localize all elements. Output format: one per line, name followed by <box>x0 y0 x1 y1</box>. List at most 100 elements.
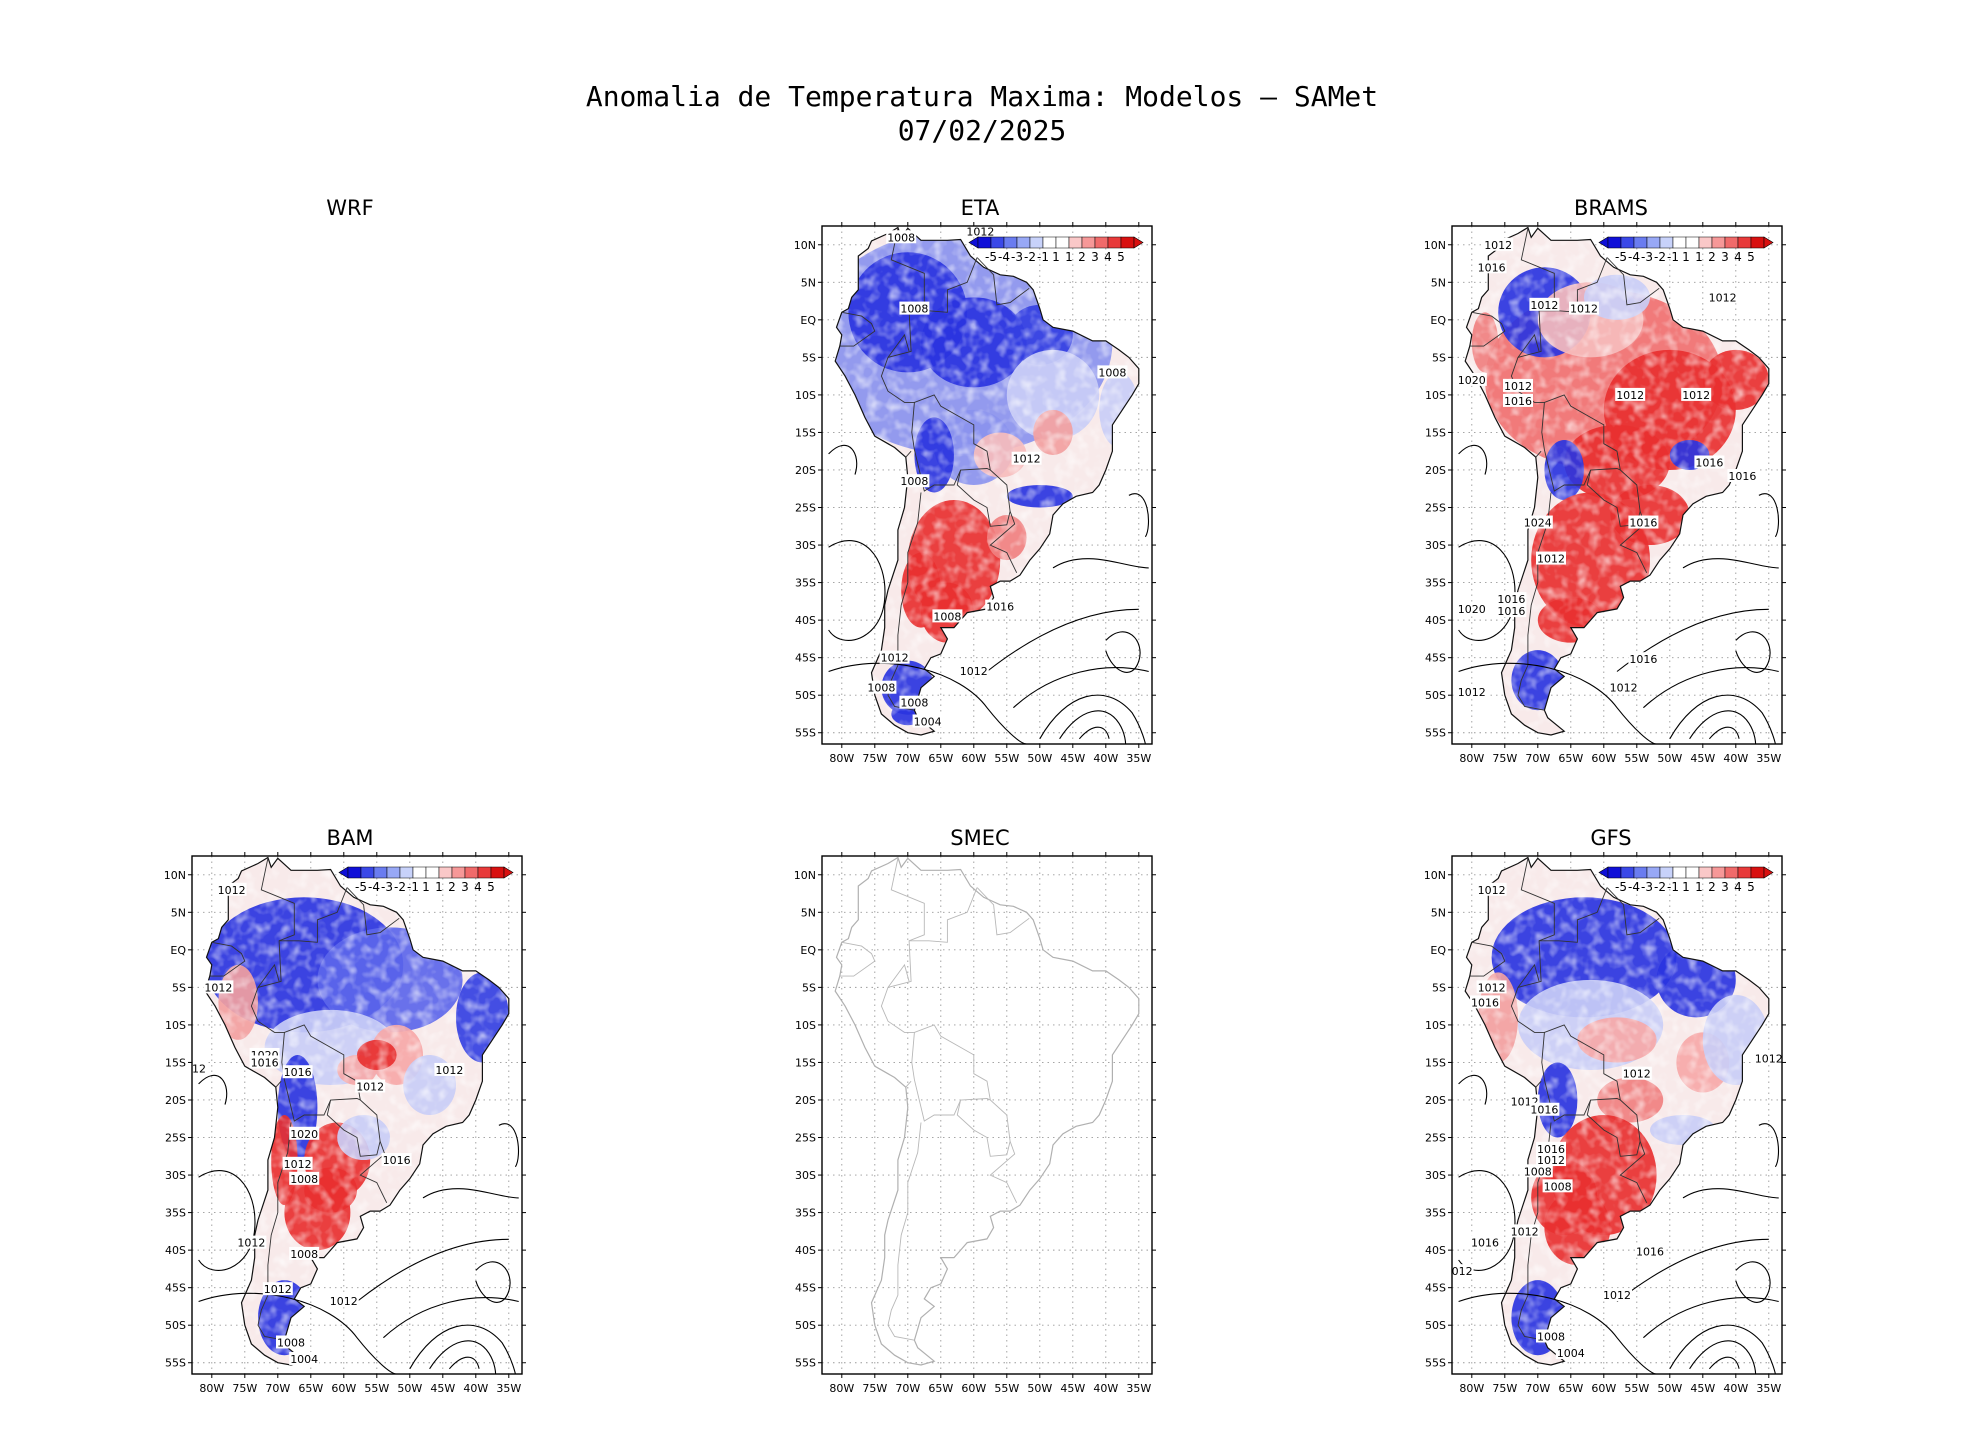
lat-label: 45S <box>1425 1282 1446 1295</box>
colorbar-label: -5 <box>1615 250 1627 264</box>
lon-label: 55W <box>364 1382 389 1395</box>
isobar-line <box>1689 1340 1757 1374</box>
isobar-line <box>1458 662 1657 744</box>
colorbar-segment <box>477 866 492 879</box>
colorbar-label: 5 <box>1117 250 1125 264</box>
isobar-label: 1012 <box>1603 1289 1631 1302</box>
lon-label: 45W <box>430 1382 455 1395</box>
lat-label: 5S <box>172 981 186 994</box>
isobar-label-bg <box>328 1294 359 1308</box>
lat-label: 40S <box>795 614 816 627</box>
colorbar-label: 4 <box>474 880 482 894</box>
isobar-label-bg <box>203 980 234 994</box>
isobar-line <box>475 1261 511 1303</box>
isobar-label-bg <box>1503 378 1533 392</box>
lat-label: 30S <box>1425 539 1446 552</box>
isobar-line <box>1735 631 1771 673</box>
lat-label: 35S <box>1425 577 1446 590</box>
lon-label: 35W <box>1756 1382 1781 1395</box>
isobar-label-bg <box>1536 1153 1566 1167</box>
lat-label: 10S <box>165 1019 186 1032</box>
colorbar-segment <box>1607 236 1622 249</box>
colorbar-label: -2 <box>1654 250 1666 264</box>
colorbar-label: 5 <box>1747 880 1755 894</box>
border-line <box>346 887 400 936</box>
isobar-label: 1008 <box>887 231 915 244</box>
isobar-label-bg <box>1503 393 1533 407</box>
isobar-lines <box>828 444 1150 744</box>
colorbar-segment <box>425 866 440 879</box>
isobar-label: 1012 <box>284 1158 312 1171</box>
isobar-label-bg <box>1628 652 1659 666</box>
colorbar-label: 3 <box>1721 880 1729 894</box>
isobar-label-bg <box>1496 592 1527 606</box>
lat-label: 40S <box>1425 614 1446 627</box>
isobar-label: 1012 <box>435 1064 463 1077</box>
isobar-label-bg <box>1569 301 1599 315</box>
colorbar-segment <box>990 236 1005 249</box>
lon-label: 80W <box>199 1382 224 1395</box>
border-line <box>1470 311 1506 347</box>
lat-label: 30S <box>165 1169 186 1182</box>
isobar-label: 1024 <box>1524 517 1552 530</box>
colorbar-segment <box>1724 236 1739 249</box>
figure-title: Anomalia de Temperatura Maxima: Modelos … <box>0 80 1964 148</box>
lon-label: 50W <box>397 1382 422 1395</box>
isobar-label-bg <box>1452 1264 1474 1278</box>
lon-label: 35W <box>1756 752 1781 765</box>
colorbar-label: 1 <box>435 880 443 894</box>
isobar-label-bg <box>1753 1051 1782 1065</box>
map-frame <box>1451 225 1783 745</box>
lat-label: 5S <box>1432 351 1446 364</box>
lon-label: 45W <box>1060 1382 1085 1395</box>
lon-label: 50W <box>1027 1382 1052 1395</box>
isobar-label-bg <box>1621 1066 1652 1080</box>
border-line <box>257 1122 292 1341</box>
lon-label: 65W <box>928 1382 953 1395</box>
colorbar-segment <box>1620 866 1635 879</box>
isobar-line <box>828 444 858 475</box>
lon-label: 45W <box>1060 752 1085 765</box>
border-line <box>905 1080 912 1088</box>
colorbar: -5 -4 -3 -2 -1 1 1 2 3 4 5 <box>338 866 514 894</box>
isobar-line <box>1458 444 1488 475</box>
isobar-label-bg <box>262 1282 293 1296</box>
map-frame <box>821 855 1153 1375</box>
isobar-label: 1012 <box>1682 389 1710 402</box>
coastline <box>1464 856 1770 1366</box>
map-panel-brams: 1012 1016 1012 1012 1012 1020 1012 1016 1012 1012… <box>1424 222 1786 765</box>
isobar-label: 1016 <box>1504 395 1532 408</box>
lat-label: 50S <box>1425 689 1446 702</box>
isobar-label: 1012 <box>1504 380 1532 393</box>
border-line <box>1535 1080 1542 1088</box>
isobar-line <box>828 662 1027 744</box>
lat-label: 45S <box>795 1282 816 1295</box>
isobar-label: 1012 <box>1537 1154 1565 1167</box>
colorbar-segment <box>1698 866 1713 879</box>
isobar-line <box>1128 493 1150 538</box>
lon-label: 55W <box>1624 752 1649 765</box>
isobar-label-bg <box>289 1171 320 1185</box>
isobar-label: 1004 <box>290 1353 318 1366</box>
colorbar-segment <box>373 866 388 879</box>
border-line <box>1517 492 1552 711</box>
isobar-label-bg <box>879 650 910 664</box>
colorbar-label: 4 <box>1734 880 1742 894</box>
lon-label: 75W <box>1492 1382 1517 1395</box>
isobar-label-bg <box>216 882 247 896</box>
border-line <box>887 492 922 711</box>
lon-label: 40W <box>1723 752 1748 765</box>
isobar-label-bg <box>1536 1141 1566 1155</box>
isobar-line <box>1669 694 1776 744</box>
isobar-label: 1012 <box>881 652 909 665</box>
lat-axis: 10N 5N EQ 5S 10S 15S 20S 25S 30S 35S 40S 45S 50S 55S <box>794 869 1156 1370</box>
lat-label: 50S <box>795 689 816 702</box>
lon-label: 40W <box>1723 1382 1748 1395</box>
isobar-label-bg <box>965 226 996 238</box>
lat-label: 10N <box>794 239 816 252</box>
lat-label: 10N <box>794 869 816 882</box>
map-panel-smec: 10N 5N EQ 5S 10S 15S 20S 25S 30S 35S 40S 45S 50S 55S 8… <box>794 852 1156 1395</box>
isobar-label-bg <box>1097 365 1128 379</box>
lat-label: 40S <box>165 1244 186 1257</box>
isobar-label: 1012 <box>1445 1265 1473 1278</box>
